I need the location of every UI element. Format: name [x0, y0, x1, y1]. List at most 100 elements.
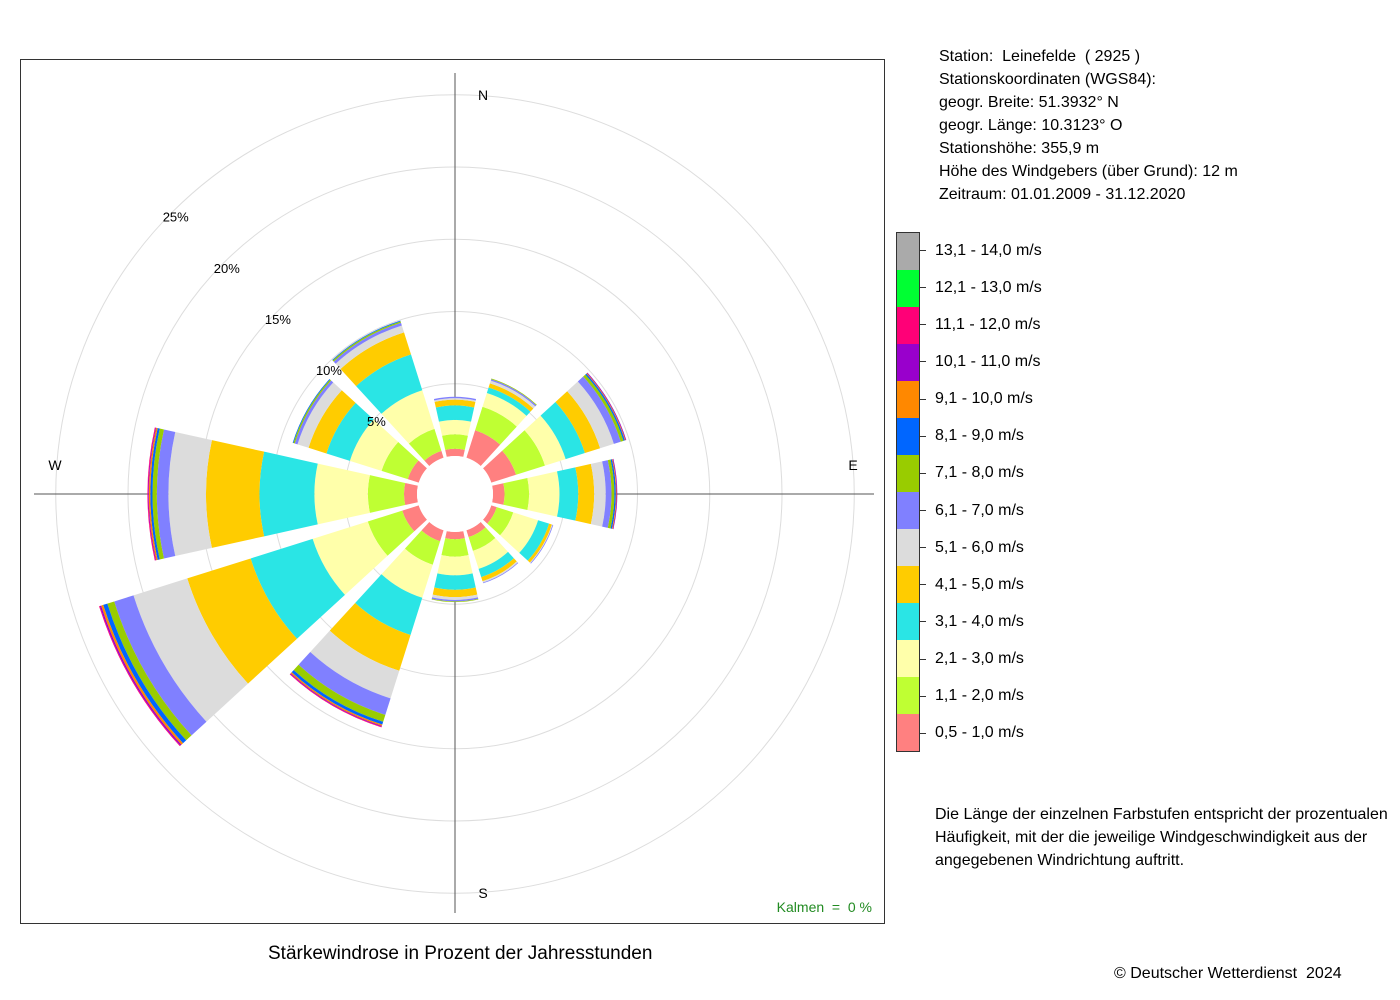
wind-sector-segment [293, 664, 386, 722]
wind-sector-segment [556, 467, 579, 521]
wind-sector-segment [488, 383, 534, 412]
copyright: © Deutscher Wetterdienst 2024 [1114, 965, 1342, 982]
wind-sector-segment [329, 602, 411, 671]
legend-label: 8,1 - 9,0 m/s [935, 427, 1024, 445]
wind-sector-segment [421, 522, 444, 542]
wind-sector-segment [310, 630, 400, 699]
legend-label: 2,1 - 3,0 m/s [935, 650, 1024, 668]
wind-sector-segment [407, 460, 427, 483]
wind-sector-segment [367, 475, 406, 513]
legend-swatch [897, 455, 919, 492]
legend-item: 3,1 - 4,0 m/s [920, 603, 1120, 640]
legend-item: 12,1 - 13,0 m/s [920, 269, 1120, 306]
wind-sector-segment [340, 332, 411, 387]
speed-legend-labels: 13,1 - 14,0 m/s 12,1 - 13,0 m/s 11,1 - 12,… [920, 232, 1120, 752]
wind-sector-segment [349, 419, 399, 471]
wind-sector-segment [150, 428, 160, 560]
station-info-line: Station: Leinefelde ( 2925 ) [939, 48, 1141, 65]
ring-label: 20% [214, 261, 240, 276]
legend-swatch [897, 492, 919, 529]
wind-sector-segment [259, 451, 318, 537]
legend-tick [920, 324, 926, 326]
wind-sector-segment [438, 419, 472, 436]
wind-sector-segment [133, 578, 249, 722]
wind-sector-segment [612, 459, 617, 529]
wind-sector-segment [250, 538, 345, 639]
legend-item: 2,1 - 3,0 m/s [920, 641, 1120, 678]
legend-tick [920, 584, 926, 586]
wind-sector-segment [483, 505, 497, 524]
station-info-line: Stationshöhe: 355,9 m [939, 140, 1100, 157]
legend-swatch [897, 640, 919, 677]
legend-item: 10,1 - 11,0 m/s [920, 343, 1120, 380]
station-info-line: Höhe des Windgebers (über Grund): 12 m [939, 163, 1238, 180]
wind-rose-svg: 5% 10% 15% 20% 25% N E S W [34, 73, 874, 913]
wind-sector-segment [607, 459, 615, 529]
legend-label: 5,1 - 6,0 m/s [935, 538, 1024, 556]
speed-legend-colorbar [896, 232, 920, 752]
calm-circle [417, 456, 493, 532]
wind-sector-segment [355, 574, 423, 635]
legend-tick [920, 398, 926, 400]
wind-sector-segment [297, 382, 342, 448]
legend-item: 7,1 - 8,0 m/s [920, 455, 1120, 492]
wind-sector-segment [206, 440, 265, 548]
wind-sector-segment [487, 507, 514, 536]
wind-sector-segment [540, 401, 585, 460]
legend-label: 1,1 - 2,0 m/s [935, 687, 1024, 705]
legend-tick [920, 695, 926, 697]
wind-sector-segment [356, 354, 423, 414]
wind-sector-segment [431, 598, 479, 603]
explanation-note: Die Länge der einzelnen Farbstufen entsp… [935, 806, 1388, 869]
chart-caption: Stärkewindrose in Prozent der Jahresstun… [268, 943, 653, 964]
legend-item: 5,1 - 6,0 m/s [920, 529, 1120, 566]
wind-sector-segment [466, 430, 501, 466]
legend-swatch [897, 714, 919, 751]
wind-sector-segment [502, 430, 545, 475]
wind-sector-segment [490, 379, 537, 407]
wind-sector-segment [437, 555, 473, 576]
wind-sector-segment [434, 398, 476, 402]
wind-sector-segment [434, 399, 476, 408]
wind-sector-segment [147, 427, 156, 561]
wind-sector-segment [152, 428, 164, 560]
ring-label: 25% [163, 210, 189, 225]
wind-sector-segment [148, 427, 157, 561]
legend-item: 11,1 - 12,0 m/s [920, 306, 1120, 343]
legend-label: 13,1 - 14,0 m/s [935, 241, 1042, 259]
wind-sector-segment [500, 512, 539, 553]
wind-sector-segment [432, 587, 478, 598]
station-info-line: geogr. Breite: 51.3932° N [939, 94, 1119, 111]
compass-label-n: N [478, 87, 488, 103]
wind-sector-segment [575, 463, 595, 525]
wind-sector-segment [567, 381, 614, 449]
legend-item: 8,1 - 9,0 m/s [920, 418, 1120, 455]
wind-sector-segment [408, 428, 442, 461]
legend-label: 0,5 - 1,0 m/s [935, 724, 1024, 742]
legend-swatch [897, 418, 919, 455]
station-info-line: Zeitraum: 01.01.2009 - 31.12.2020 [939, 186, 1186, 203]
legend-tick [920, 732, 926, 734]
wind-sector-segment [482, 392, 527, 427]
legend-swatch [897, 381, 919, 418]
wind-sector-segment [403, 482, 418, 506]
wind-sector-segment [478, 551, 514, 578]
wind-sector-segment [590, 461, 606, 527]
wind-sector-segment [612, 458, 618, 530]
wind-sector-segment [107, 601, 192, 741]
wind-sector-segment [445, 448, 465, 457]
station-info: Station: Leinefelde ( 2925 ) Stationskoo… [939, 45, 1238, 206]
wind-sector-segment [519, 520, 550, 561]
wind-sector-segment [381, 548, 433, 598]
wind-sector-segment [187, 558, 298, 684]
compass-label-e: E [848, 457, 857, 473]
wind-sector-segment [333, 322, 402, 364]
wind-sector-segment [381, 441, 419, 480]
wind-sector-segment [602, 460, 612, 528]
wind-sector-segment [308, 390, 356, 454]
wind-sector-segment [475, 406, 517, 445]
legend-swatch [897, 307, 919, 344]
wind-sector-segment [402, 505, 427, 532]
legend-tick [920, 361, 926, 363]
wind-sector-segment [168, 431, 212, 557]
